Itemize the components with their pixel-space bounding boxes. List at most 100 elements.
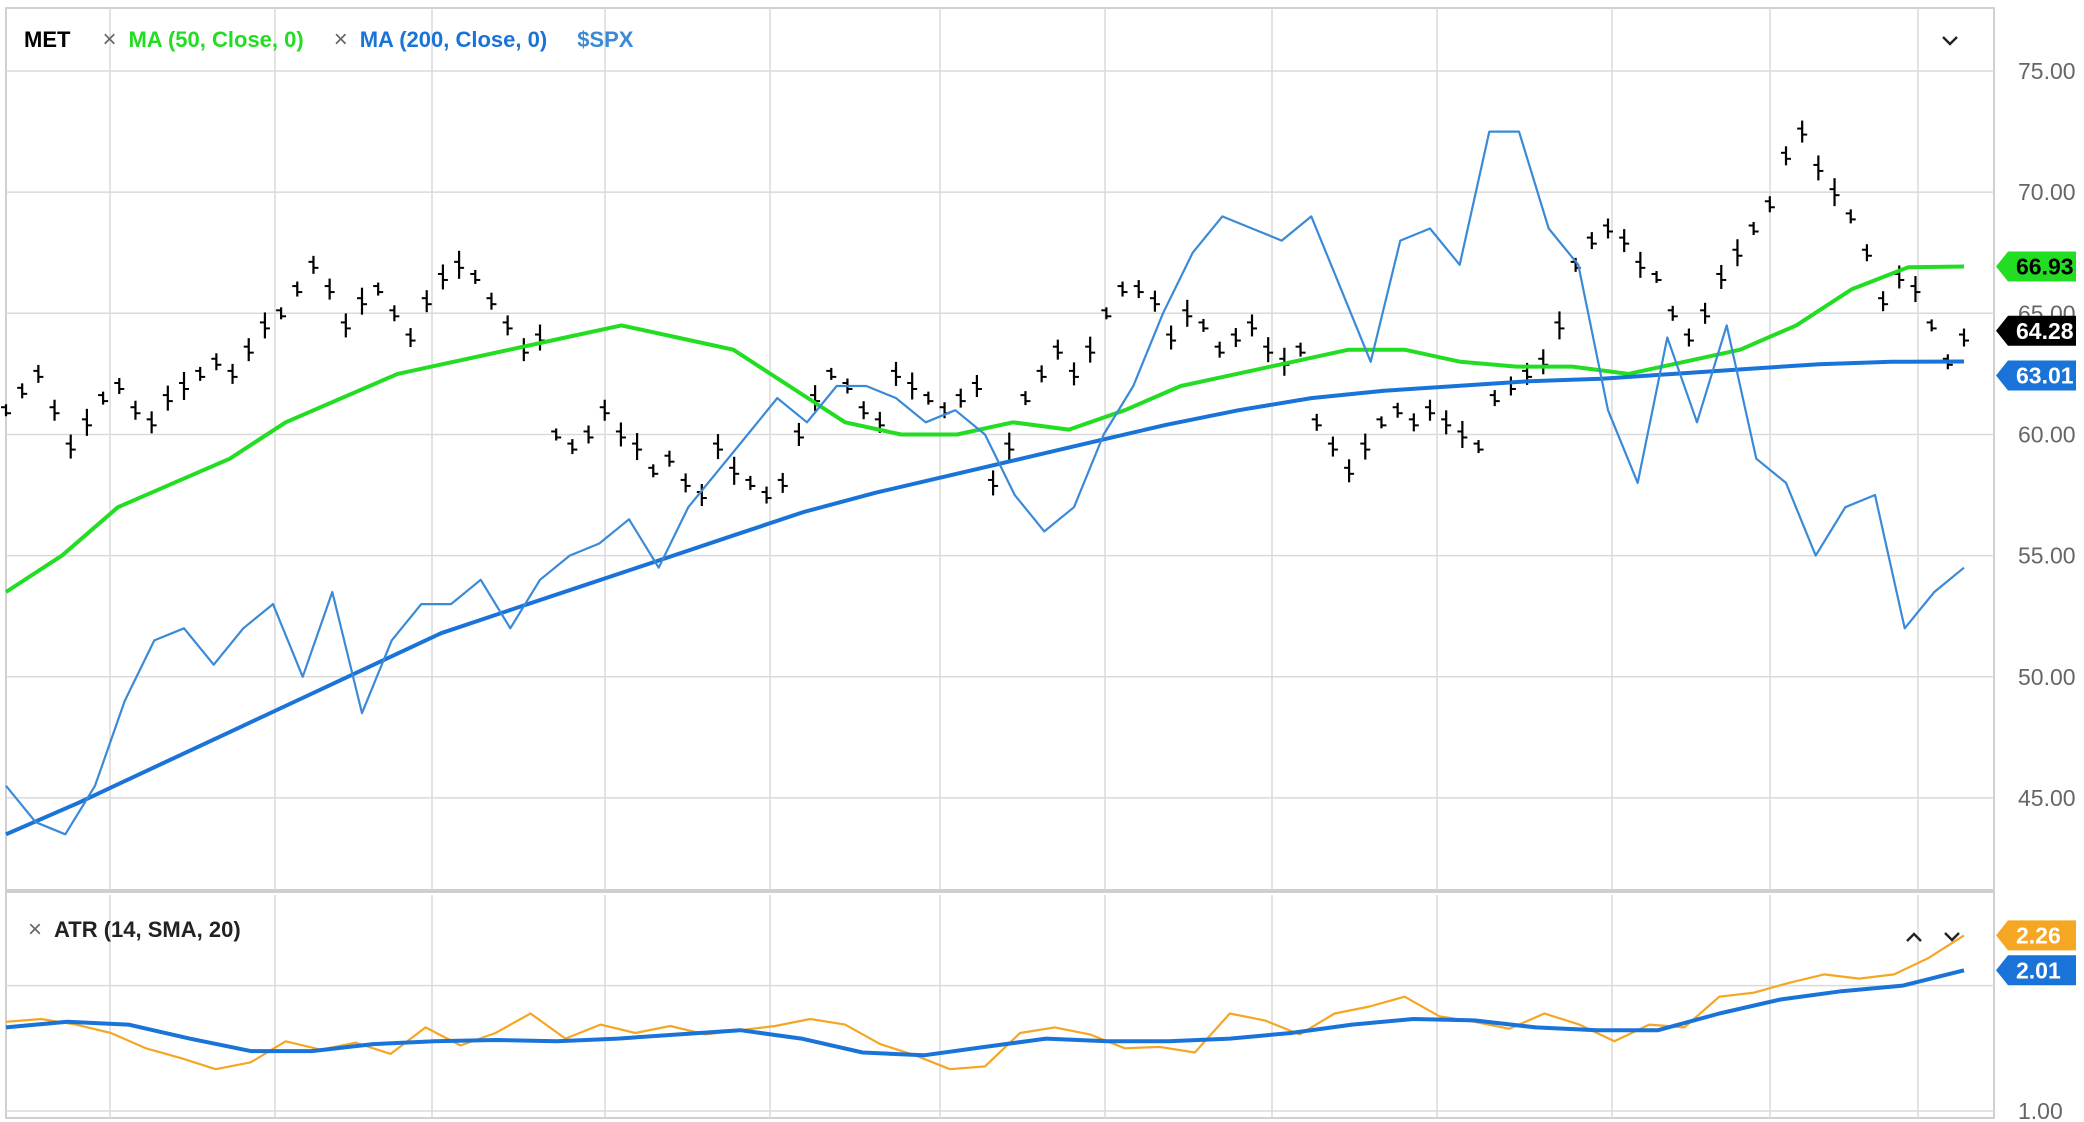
ohlc-bar [1635, 251, 1646, 278]
y-tick-label: 70.00 [2018, 179, 2076, 205]
legend-ma50-label[interactable]: MA (50, Close, 0) [128, 27, 304, 52]
ohlc-bar [664, 450, 675, 467]
atr-legend: × ATR (14, SMA, 20) [28, 916, 241, 944]
ohlc-bar [1489, 390, 1500, 407]
y-tick-label: 50.00 [2018, 664, 2076, 690]
ohlc-bar [114, 378, 125, 394]
ohlc-bar [761, 486, 772, 504]
ohlc-bar [648, 464, 659, 478]
chevron-down-icon[interactable] [1942, 924, 1962, 950]
ohlc-bar [1748, 222, 1759, 235]
ohlc-bar [98, 391, 109, 405]
ohlc-bar [1554, 311, 1565, 340]
ohlc-bar [1311, 413, 1322, 431]
ohlc-bar [324, 278, 335, 300]
ohlc-bar [1247, 314, 1257, 337]
ohlc-bar [1, 404, 11, 417]
ohlc-bar [891, 361, 901, 386]
y-tick-label: 45.00 [2018, 785, 2076, 811]
legend-ma200-label[interactable]: MA (200, Close, 0) [359, 27, 548, 52]
ohlc-bar [1878, 291, 1889, 312]
ohlc-bar [1149, 290, 1160, 312]
ohlc-bar [276, 307, 287, 320]
atr-label[interactable]: ATR (14, SMA, 20) [54, 917, 241, 942]
series-line-ma-50-close-0 [4, 264, 1965, 594]
series [1, 120, 1969, 1071]
ohlc-bar [1651, 270, 1662, 283]
ohlc-bar [243, 338, 254, 362]
chevron-up-icon[interactable] [1904, 924, 1924, 950]
ohlc-bar [1716, 264, 1727, 289]
last-value-label: 2.26 [2016, 922, 2061, 948]
ohlc-bar [1295, 342, 1306, 357]
ohlc-bar [1085, 336, 1096, 363]
ohlc-bar [454, 250, 465, 279]
ohlc-bar [1926, 319, 1937, 332]
ohlc-bar [955, 388, 966, 408]
y-tick-label: 60.00 [2018, 421, 2076, 447]
ohlc-bar [195, 366, 206, 381]
symbol-label[interactable]: MET [24, 27, 71, 52]
ohlc-bar [793, 422, 804, 446]
y-tick-label: 1.00 [2018, 1098, 2063, 1122]
ohlc-bar [470, 269, 481, 284]
main-legend: MET × MA (50, Close, 0) × MA (200, Close… [24, 26, 633, 54]
ohlc-bar [858, 401, 869, 420]
last-value-label: 2.01 [2016, 957, 2061, 983]
ohlc-bar [1700, 302, 1711, 324]
ohlc-bar [1198, 318, 1209, 332]
ohlc-bar [292, 281, 303, 297]
ohlc-bar [680, 473, 691, 493]
ohlc-bar [81, 408, 92, 436]
ohlc-bar [1683, 328, 1694, 347]
ohlc-bar [1214, 341, 1225, 358]
ohlc-bar [146, 411, 157, 434]
last-value-badge: 2.26 [1996, 920, 2076, 951]
last-value-label: 64.28 [2016, 318, 2074, 344]
remove-atr-icon[interactable]: × [28, 916, 43, 943]
ohlc-bar [211, 353, 222, 371]
ohlc-bar [1505, 376, 1516, 396]
ohlc-bar [1344, 459, 1355, 483]
ohlc-bar [49, 399, 60, 421]
ohlc-bar [1457, 420, 1468, 448]
ohlc-bar [1732, 239, 1743, 267]
ohlc-bar [1117, 281, 1128, 297]
ohlc-bar [1813, 155, 1824, 181]
ohlc-bar [1069, 362, 1079, 386]
ohlc-bar [421, 290, 432, 313]
ohlc-bar [713, 434, 723, 460]
ohlc-bar [162, 385, 173, 411]
ohlc-bar [1392, 402, 1403, 418]
legend-spx-label[interactable]: $SPX [577, 27, 634, 52]
ohlc-bar [486, 292, 497, 310]
ohlc-bar [1473, 440, 1484, 454]
ohlc-bar [777, 472, 788, 493]
ohlc-bar [988, 470, 999, 496]
series-line-sma [5, 968, 1965, 1058]
ohlc-bar [1619, 229, 1630, 253]
last-value-badge: 64.28 [1996, 315, 2076, 346]
chevron-down-icon[interactable] [1940, 28, 1960, 54]
y-tick-label: 75.00 [2018, 58, 2076, 84]
ohlc-bar [826, 367, 837, 380]
remove-ma200-icon[interactable]: × [333, 26, 348, 53]
ohlc-bar [1133, 280, 1144, 299]
ohlc-bar [1603, 218, 1613, 239]
legend-ma200: × MA (200, Close, 0) [334, 26, 547, 54]
last-value-label: 63.01 [2016, 363, 2074, 389]
y-tick-label: 55.00 [2018, 543, 2076, 569]
ohlc-bar [1797, 120, 1808, 143]
ohlc-bar [583, 425, 594, 444]
ohlc-bar [1667, 305, 1678, 321]
ohlc-bar [1036, 365, 1047, 383]
ohlc-bar [1425, 399, 1435, 421]
ohlc-bar [437, 264, 448, 290]
ohlc-bar [1910, 276, 1921, 303]
ohlc-bar [130, 400, 141, 420]
remove-ma50-icon[interactable]: × [102, 26, 117, 53]
last-value-badge: 66.93 [1996, 251, 2076, 282]
last-value-badges: 66.93 64.28 63.01 2.26 2.01 [1996, 251, 2076, 986]
ohlc-bar [1052, 339, 1063, 360]
